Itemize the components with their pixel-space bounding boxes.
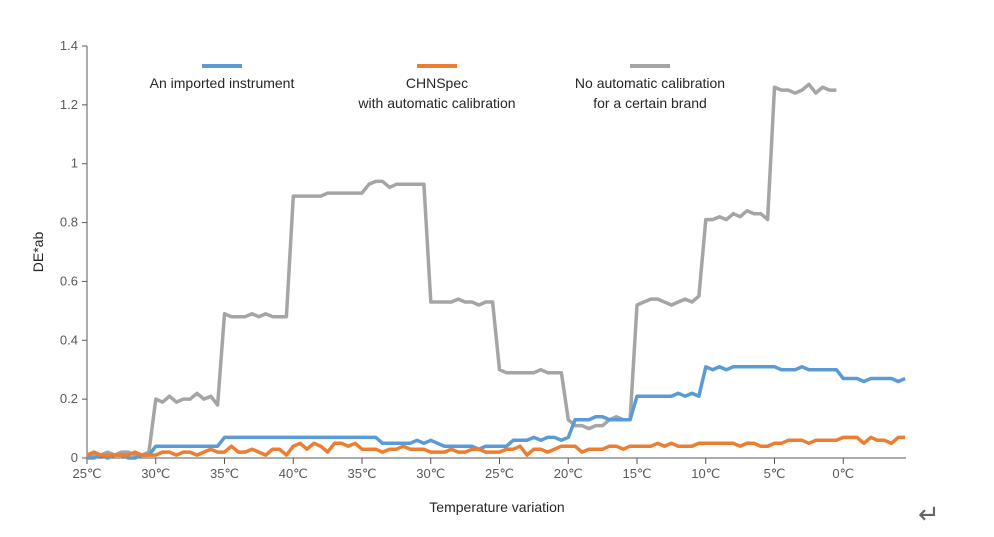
x-tick-label: 35℃ bbox=[210, 466, 239, 481]
x-tick-label: 5℃ bbox=[764, 466, 786, 481]
return-icon: ↵ bbox=[918, 500, 940, 530]
y-tick-label: 0.6 bbox=[60, 273, 78, 288]
x-tick-label: 30℃ bbox=[141, 466, 170, 481]
y-tick-label: 0.8 bbox=[60, 215, 78, 230]
x-tick-label: 15℃ bbox=[622, 466, 651, 481]
legend-label-1: with automatic calibration bbox=[357, 95, 515, 111]
x-tick-label: 10℃ bbox=[691, 466, 720, 481]
x-tick-label: 25℃ bbox=[485, 466, 514, 481]
x-axis-title: Temperature variation bbox=[429, 499, 564, 515]
y-tick-label: 1 bbox=[71, 156, 78, 171]
legend: An imported instrument CHNSpec with automa… bbox=[150, 64, 725, 111]
x-tick-label: 20℃ bbox=[554, 466, 583, 481]
y-tick-label: 0 bbox=[71, 450, 78, 465]
axes: 0 0.2 0.4 0.6 0.8 1 1.2 1.4 25℃ 30℃ 35℃ 40℃ 35℃ 30℃ 25… bbox=[60, 38, 906, 481]
series-line-1 bbox=[86, 435, 906, 457]
x-tick-label: 0℃ bbox=[832, 466, 854, 481]
legend-label-2: No automatic calibration bbox=[575, 75, 725, 91]
x-tick-label: 35℃ bbox=[347, 466, 376, 481]
legend-label-1: CHNSpec bbox=[406, 75, 468, 91]
x-tick-label: 25℃ bbox=[72, 466, 101, 481]
legend-label-2: for a certain brand bbox=[593, 95, 707, 111]
series-lines bbox=[86, 82, 906, 460]
series-line-0 bbox=[87, 365, 906, 460]
series-line-2 bbox=[87, 82, 837, 457]
legend-label-0: An imported instrument bbox=[150, 75, 295, 91]
y-tick-label: 0.4 bbox=[60, 332, 78, 347]
y-tick-label: 1.4 bbox=[60, 38, 78, 53]
y-axis-title: DE*ab bbox=[30, 232, 46, 273]
y-tick-label: 0.2 bbox=[60, 391, 78, 406]
x-tick-label: 40℃ bbox=[279, 466, 308, 481]
x-tick-label: 30℃ bbox=[416, 466, 445, 481]
y-tick-label: 1.2 bbox=[60, 97, 78, 112]
